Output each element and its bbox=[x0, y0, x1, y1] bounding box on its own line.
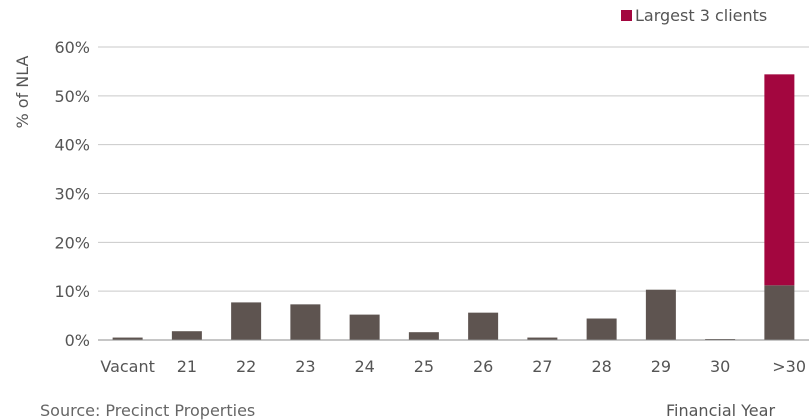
bar-largest-3-clients bbox=[764, 74, 795, 286]
y-tick-label: 20% bbox=[54, 233, 90, 252]
x-tick-label: 25 bbox=[414, 357, 434, 376]
y-tick-label: 10% bbox=[54, 282, 90, 301]
y-tick-label: 50% bbox=[54, 87, 90, 106]
y-tick-label: 0% bbox=[65, 331, 90, 350]
bar-base bbox=[349, 314, 380, 340]
bar-base bbox=[645, 289, 676, 340]
bar-base bbox=[527, 337, 558, 340]
x-tick-label: 28 bbox=[591, 357, 611, 376]
x-tick-label: 24 bbox=[354, 357, 374, 376]
x-tick-label: 29 bbox=[651, 357, 671, 376]
legend-swatch bbox=[621, 10, 632, 21]
bar-base bbox=[764, 285, 795, 340]
y-tick-label: 60% bbox=[54, 38, 90, 57]
x-tick-label: 27 bbox=[532, 357, 552, 376]
y-axis-title: % of NLA bbox=[13, 55, 32, 128]
bar-base bbox=[468, 312, 499, 340]
bar-base bbox=[112, 337, 143, 340]
x-tick-label: 26 bbox=[473, 357, 493, 376]
x-tick-label: 30 bbox=[710, 357, 730, 376]
x-tick-label: >30 bbox=[772, 357, 806, 376]
x-axis-title: Financial Year bbox=[666, 401, 775, 420]
x-axis-ticks: Vacant 21 22 23 24 25 26 27 28 29 30 >30 bbox=[100, 357, 806, 376]
x-tick-label: Vacant bbox=[100, 357, 155, 376]
y-axis-ticks: 0% 10% 20% 30% 40% 50% 60% bbox=[54, 38, 90, 350]
bar-base bbox=[171, 331, 202, 340]
bar-base bbox=[586, 318, 617, 340]
x-tick-label: 23 bbox=[295, 357, 315, 376]
source-note: Source: Precinct Properties bbox=[40, 401, 255, 420]
bar-base bbox=[231, 302, 262, 340]
gridlines bbox=[98, 46, 809, 292]
bar-base bbox=[290, 304, 321, 340]
legend-label: Largest 3 clients bbox=[635, 6, 767, 25]
x-tick-label: 21 bbox=[177, 357, 197, 376]
x-tick-label: 22 bbox=[236, 357, 256, 376]
bar-base bbox=[408, 332, 439, 340]
bars bbox=[112, 74, 795, 340]
y-tick-label: 40% bbox=[54, 136, 90, 155]
y-tick-label: 30% bbox=[54, 185, 90, 204]
